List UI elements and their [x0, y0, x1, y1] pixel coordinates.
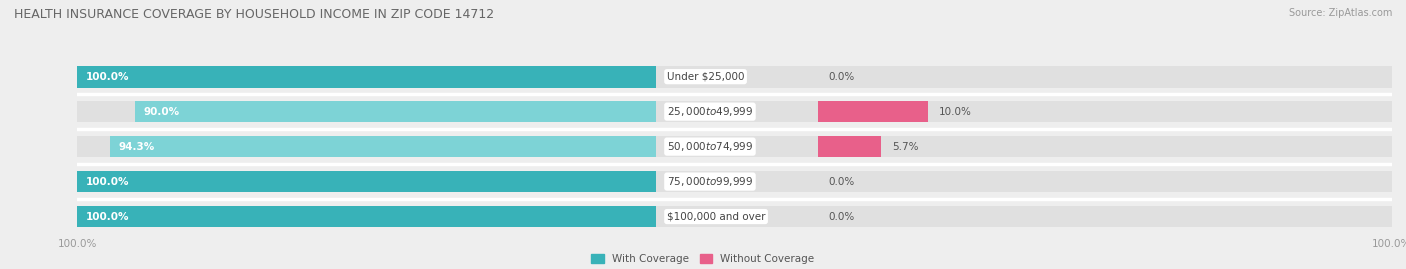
Bar: [77, 66, 655, 87]
Text: 100.0%: 100.0%: [86, 176, 129, 187]
Text: 100.0%: 100.0%: [86, 211, 129, 222]
Text: HEALTH INSURANCE COVERAGE BY HOUSEHOLD INCOME IN ZIP CODE 14712: HEALTH INSURANCE COVERAGE BY HOUSEHOLD I…: [14, 8, 494, 21]
Legend: With Coverage, Without Coverage: With Coverage, Without Coverage: [592, 254, 814, 264]
Text: 90.0%: 90.0%: [143, 107, 180, 117]
Text: Source: ZipAtlas.com: Source: ZipAtlas.com: [1288, 8, 1392, 18]
Bar: [818, 136, 880, 157]
Text: 5.7%: 5.7%: [891, 141, 918, 152]
Text: 0.0%: 0.0%: [828, 176, 855, 187]
Text: 100.0%: 100.0%: [86, 72, 129, 82]
Bar: [77, 171, 655, 192]
Text: $75,000 to $99,999: $75,000 to $99,999: [666, 175, 754, 188]
Bar: [655, 171, 1392, 192]
Bar: [77, 101, 655, 122]
Text: $50,000 to $74,999: $50,000 to $74,999: [666, 140, 754, 153]
Bar: [655, 101, 1392, 122]
Bar: [135, 101, 655, 122]
Text: Under $25,000: Under $25,000: [666, 72, 744, 82]
Bar: [818, 101, 928, 122]
Bar: [77, 206, 655, 227]
Bar: [110, 136, 655, 157]
Bar: [655, 66, 1392, 87]
Text: 0.0%: 0.0%: [828, 72, 855, 82]
Bar: [77, 66, 655, 87]
Text: 0.0%: 0.0%: [828, 211, 855, 222]
Bar: [77, 171, 655, 192]
Bar: [77, 206, 655, 227]
Bar: [655, 136, 1392, 157]
Text: 94.3%: 94.3%: [120, 141, 155, 152]
Text: $25,000 to $49,999: $25,000 to $49,999: [666, 105, 754, 118]
Bar: [655, 206, 1392, 227]
Text: $100,000 and over: $100,000 and over: [666, 211, 765, 222]
Text: 10.0%: 10.0%: [939, 107, 972, 117]
Bar: [77, 136, 655, 157]
